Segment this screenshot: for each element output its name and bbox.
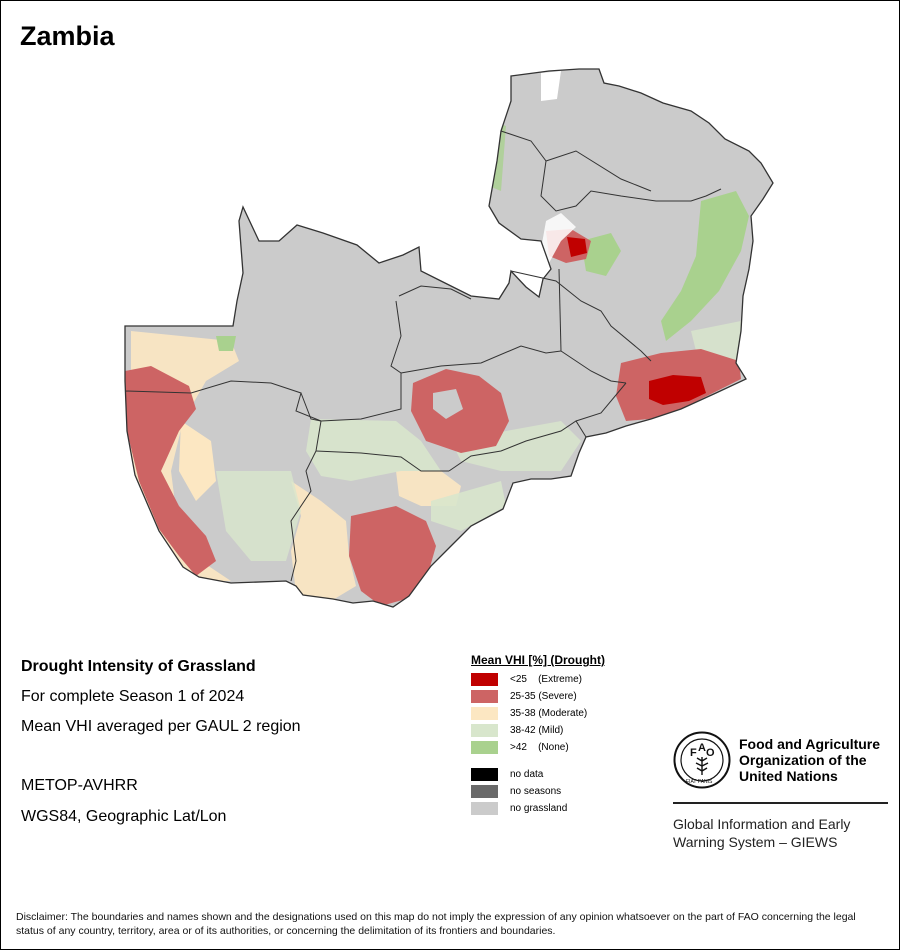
extreme-area-east [649,375,706,405]
legend-swatch [471,768,498,781]
legend-title: Mean VHI [%] (Drought) [471,653,605,667]
fao-logo-icon: F A O FIAT PANIS [673,731,731,789]
extreme-area-north [567,237,587,257]
mild-area-southwest [216,471,301,561]
info-sensor: METOP-AVHRR [21,777,138,794]
legend-item: 35-38 (Moderate) [471,707,587,720]
legend-label: <25 (Extreme) [510,674,582,685]
legend-swatch [471,741,498,754]
legend-label: no seasons [510,786,562,797]
lake-bangweulu [541,213,576,263]
none-area-north [581,233,621,276]
legend-swatch [471,673,498,686]
legend-label: >42 (None) [510,742,569,753]
moderate-area-south [291,481,356,601]
lake-north [541,71,561,101]
legend-item: 25-35 (Severe) [471,690,577,703]
svg-text:F: F [690,747,697,759]
giews-label: Global Information and Early Warning Sys… [673,816,851,850]
info-season: For complete Season 1 of 2024 [21,688,245,705]
mild-area-south-east [431,481,506,531]
severe-area-south [349,506,436,606]
legend-label: 25-35 (Severe) [510,691,577,702]
legend-label: 38-42 (Mild) [510,725,564,736]
disclaimer: Disclaimer: The boundaries and names sho… [16,911,856,937]
legend-swatch [471,785,498,798]
fao-organization-name: Food and Agriculture Organization of the… [739,736,881,784]
moderate-area-west-2 [179,421,216,501]
svg-text:A: A [698,742,706,754]
province-boundaries [124,130,722,582]
legend-label: 35-38 (Moderate) [510,708,588,719]
mild-area-east [451,421,581,471]
legend-item: no data [471,768,543,781]
zambia-map [124,68,774,608]
legend-item: 38-42 (Mild) [471,724,563,737]
none-area-northeast [661,191,749,341]
legend-item: no grassland [471,802,567,815]
legend-item: no seasons [471,785,561,798]
severe-area-west [125,366,216,576]
fao-logo-motto: FIAT PANIS [686,779,713,785]
none-area-west [216,336,236,351]
info-heading: Drought Intensity of Grassland [21,658,256,675]
legend-item: <25 (Extreme) [471,673,582,686]
info-projection: WGS84, Geographic Lat/Lon [21,808,227,825]
mild-area-centre [306,419,441,481]
no-grassland-hole [433,389,463,419]
info-method: Mean VHI averaged per GAUL 2 region [21,718,301,735]
legend-item: >42 (None) [471,741,569,754]
map-title: Zambia [20,21,115,51]
legend-swatch [471,802,498,815]
fao-divider [673,802,888,804]
legend-swatch [471,707,498,720]
legend-label: no data [510,769,544,780]
legend-swatch [471,724,498,737]
legend-swatch [471,690,498,703]
svg-text:O: O [706,747,715,759]
severe-area-central [411,369,509,453]
legend-label: no grassland [510,803,568,814]
